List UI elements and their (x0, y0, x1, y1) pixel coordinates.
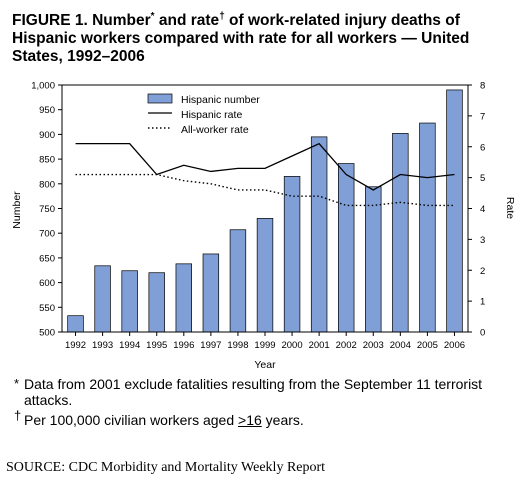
bars-group (67, 89, 463, 333)
y-tick-label: 950 (39, 105, 55, 116)
x-tick-label: 1993 (92, 340, 113, 351)
lines-group (75, 142, 455, 207)
bar-2005 (419, 122, 436, 333)
figure-title: FIGURE 1. Number* and rate† of work-rela… (12, 12, 517, 66)
bar-2006 (446, 89, 463, 333)
bar-2004 (392, 133, 409, 333)
x-tick-label: 1995 (146, 340, 167, 351)
x-tick-label: 1992 (65, 340, 86, 351)
y2-tick-label: 1 (480, 297, 485, 308)
x-tick-label: 1994 (119, 340, 140, 351)
axes-group: 500 550 600 650 700 750 800 850 900 950 1,000 0 1 2 3 4… (31, 81, 485, 352)
bar-1996 (175, 263, 192, 333)
bar-1992 (67, 315, 84, 333)
y2-tick-label: 0 (480, 328, 485, 339)
y-tick-label: 900 (39, 130, 55, 141)
bar-1998 (229, 229, 247, 333)
bar-1997 (202, 253, 220, 333)
legend-swatch-bar (147, 93, 173, 104)
bar-1994 (121, 270, 138, 333)
legend-label-hispanic-rate: Hispanic rate (181, 109, 242, 121)
bar-2000 (283, 176, 301, 333)
footnote-text-1: Data from 2001 exclude fatalities result… (24, 376, 483, 408)
title-rest: of work-related injury deaths of Hispani… (12, 12, 470, 65)
footnote-mark-2: † (14, 408, 22, 423)
x-tick-label: 2006 (444, 340, 465, 351)
footnote-text-2-age: >16 (238, 412, 262, 428)
x-axis-title: Year (254, 359, 276, 371)
y-tick-label: 1,000 (31, 81, 55, 92)
footnote-mark-1: * (14, 376, 20, 391)
footnote-text-2b: years. (261, 412, 304, 428)
bar-1999 (256, 218, 274, 333)
bar-2003 (365, 186, 382, 333)
title-footnote-mark-1: * (150, 11, 155, 22)
legend-label-all-worker-rate: All-worker rate (181, 124, 249, 136)
line-hispanic-rate (75, 142, 455, 191)
legend: Hispanic number Hispanic rate All-worker… (147, 93, 260, 136)
x-tick-label: 2000 (281, 340, 302, 351)
y2-tick-label: 5 (480, 173, 485, 184)
y-tick-label: 600 (39, 278, 55, 289)
x-tick-label: 2002 (336, 340, 357, 351)
footnote-2: † Per 100,000 civilian workers aged >16 … (14, 408, 514, 428)
x-tick-label: 1997 (200, 340, 221, 351)
y2-tick-label: 3 (480, 235, 485, 246)
bar-2002 (338, 163, 355, 333)
title-footnote-mark-2: † (219, 11, 225, 22)
x-tick-label: 2004 (390, 340, 411, 351)
title-main: FIGURE 1. Number (12, 12, 151, 29)
y2-axis-title: Rate (504, 197, 516, 219)
source-line: SOURCE: CDC Morbidity and Mortality Week… (6, 460, 326, 475)
y-tick-label: 850 (39, 155, 55, 166)
x-tick-label: 1999 (254, 340, 275, 351)
x-tick-label: 2003 (363, 340, 384, 351)
y-tick-label: 800 (39, 179, 55, 190)
y-tick-label: 700 (39, 229, 55, 240)
y2-tick-label: 8 (480, 81, 485, 92)
y-tick-label: 750 (39, 204, 55, 215)
y2-tick-label: 2 (480, 266, 485, 277)
title-mid: and rate (154, 12, 220, 29)
y-tick-label: 650 (39, 253, 55, 264)
bar-1993 (94, 265, 111, 333)
y-axis-title: Number (11, 191, 23, 229)
footnote-text-2a: Per 100,000 civilian workers aged (24, 412, 239, 428)
y2-tick-label: 4 (480, 204, 485, 215)
x-tick-label: 2001 (309, 340, 330, 351)
y-tick-label: 550 (39, 303, 55, 314)
x-tick-label: 1998 (227, 340, 248, 351)
y-tick-label: 500 (39, 328, 55, 339)
x-tick-label: 1996 (173, 340, 194, 351)
footnote-1: * Data from 2001 exclude fatalities resu… (14, 376, 514, 408)
bar-2001 (310, 136, 328, 333)
y2-tick-label: 7 (480, 111, 485, 122)
legend-label-hispanic-number: Hispanic number (181, 94, 260, 106)
bar-1995 (148, 272, 165, 333)
y2-tick-label: 6 (480, 142, 485, 153)
x-tick-label: 2005 (417, 340, 438, 351)
